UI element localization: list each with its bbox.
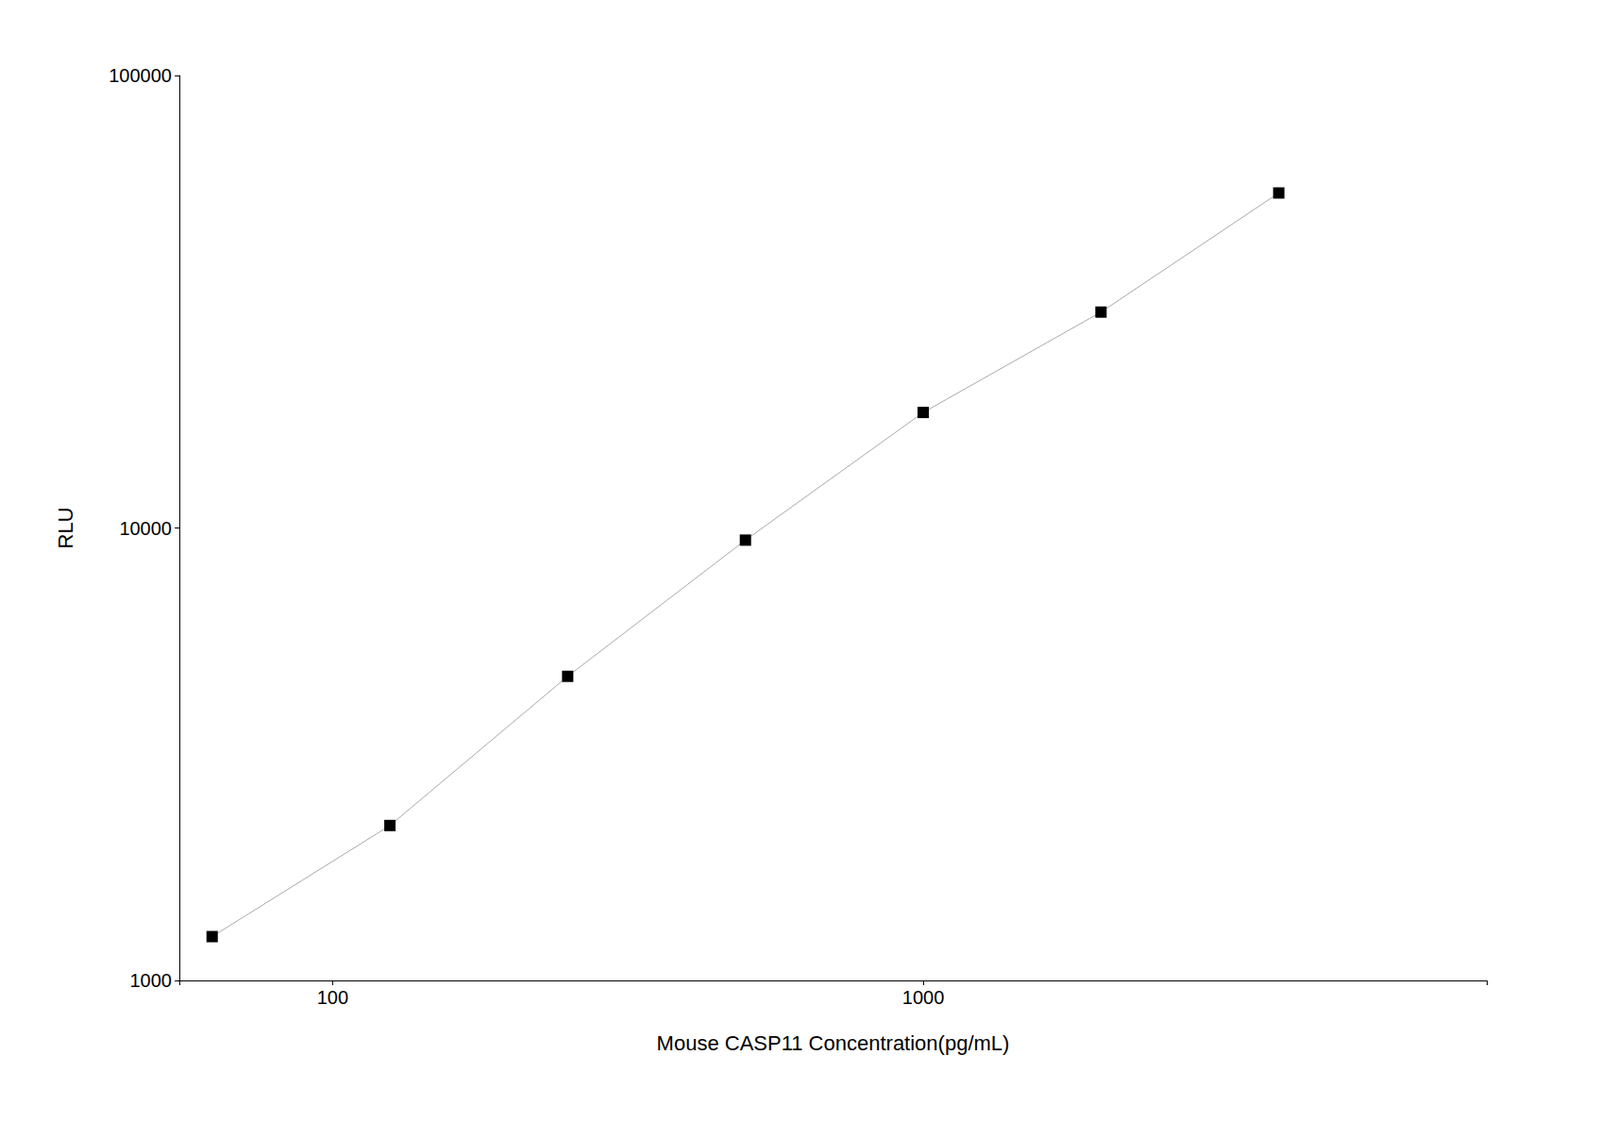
svg-text:100: 100 (317, 987, 349, 1009)
svg-text:10000: 10000 (118, 518, 172, 539)
svg-text:100000: 100000 (108, 65, 172, 86)
svg-text:Mouse CASP11 Concentration(pg/: Mouse CASP11 Concentration(pg/mL) (656, 1031, 1011, 1056)
svg-text:1000: 1000 (902, 987, 945, 1009)
svg-text:RLU: RLU (53, 506, 78, 549)
svg-text:1000: 1000 (130, 970, 173, 992)
